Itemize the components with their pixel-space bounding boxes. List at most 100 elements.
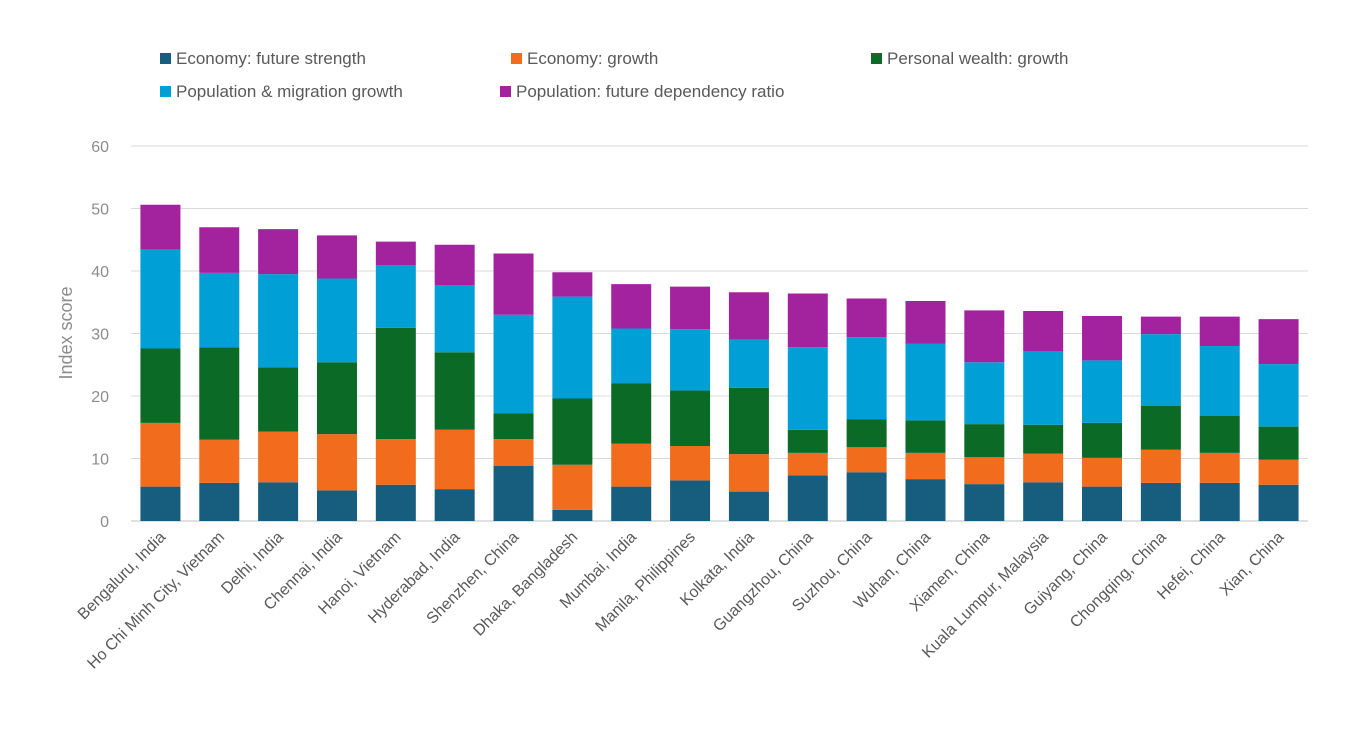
bar-segment <box>964 457 1005 485</box>
bar-stack <box>1258 319 1299 521</box>
bar-segment <box>199 482 240 521</box>
bar-segment <box>1082 422 1123 458</box>
bar-segment <box>1082 316 1123 361</box>
legend-swatch <box>160 86 171 97</box>
bar-segment <box>375 327 416 440</box>
bar-segment <box>728 292 769 340</box>
bar-segment <box>964 484 1005 521</box>
bar-segment <box>1199 346 1240 416</box>
bar-segment <box>846 419 887 448</box>
bar-segment <box>316 362 357 435</box>
bar-segment <box>434 489 475 521</box>
legend-swatch <box>871 53 882 64</box>
bar-stack <box>1023 311 1064 521</box>
bar-segment <box>493 253 534 315</box>
bar-segment <box>1140 406 1181 450</box>
bar-segment <box>552 509 593 521</box>
bar-segment <box>552 296 593 399</box>
y-tick-label: 50 <box>91 202 109 219</box>
bar-segment <box>434 285 475 353</box>
bar-segment <box>670 286 711 330</box>
bar-stack <box>611 284 652 521</box>
bar-segment <box>199 227 240 273</box>
bar-stack <box>1199 316 1240 521</box>
bar-segment <box>493 466 534 521</box>
bar-segment <box>964 424 1005 458</box>
bar-segment <box>434 429 475 490</box>
legend-row-2: Population & migration growth Population… <box>160 75 1260 108</box>
bar-stack <box>964 310 1005 521</box>
legend-item-population-migration-growth: Population & migration growth <box>160 82 500 102</box>
legend-swatch <box>500 86 511 97</box>
bar-segment <box>728 454 769 492</box>
bar-segment <box>375 265 416 328</box>
bar-stack <box>1140 316 1181 521</box>
legend-row-1: Economy: future strength Economy: growth… <box>160 42 1260 75</box>
bar-stack <box>375 241 416 521</box>
bar-segment <box>140 486 181 521</box>
bar-stack <box>140 204 181 521</box>
bar-segment <box>258 367 299 432</box>
bar-segment <box>787 347 828 430</box>
bar-segment <box>787 429 828 453</box>
bar-segment <box>611 486 652 521</box>
bars <box>140 204 1299 521</box>
bar-segment <box>1023 311 1064 351</box>
bar-segment <box>1258 426 1299 460</box>
bar-segment <box>905 452 946 480</box>
bar-segment <box>728 491 769 521</box>
chart-legend: Economy: future strength Economy: growth… <box>160 42 1260 108</box>
bar-segment <box>670 390 711 446</box>
bar-segment <box>316 434 357 491</box>
bar-segment <box>316 278 357 363</box>
bar-segment <box>258 431 299 483</box>
x-tick-label: Manila, Philippines <box>593 529 699 635</box>
bar-segment <box>1258 364 1299 427</box>
bar-segment <box>199 272 240 348</box>
y-tick-label: 10 <box>91 452 109 469</box>
bar-segment <box>905 343 946 421</box>
bar-segment <box>493 413 534 440</box>
legend-label: Personal wealth: growth <box>887 48 1069 68</box>
bar-segment <box>1140 334 1181 406</box>
bar-stack <box>670 286 711 521</box>
y-axis-label: Index score <box>56 286 76 379</box>
bar-segment <box>1258 319 1299 365</box>
bar-segment <box>316 490 357 521</box>
bar-segment <box>846 447 887 473</box>
legend-swatch <box>160 53 171 64</box>
bar-stack <box>846 298 887 521</box>
y-axis-ticks: 0 10 20 30 40 50 60 <box>91 139 109 531</box>
gridlines <box>131 145 1308 522</box>
bar-segment <box>552 464 593 510</box>
bar-segment <box>787 475 828 521</box>
bar-segment <box>140 348 181 423</box>
bar-segment <box>258 274 299 368</box>
bar-stack <box>258 229 299 521</box>
bar-stack <box>1082 316 1123 521</box>
bar-segment <box>434 244 475 286</box>
bar-segment <box>258 229 299 275</box>
y-tick-label: 60 <box>91 139 109 156</box>
bar-segment <box>905 420 946 453</box>
bar-segment <box>846 337 887 420</box>
x-tick-label: Guangzhou, China <box>710 529 816 635</box>
bar-segment <box>964 310 1005 363</box>
bar-segment <box>905 301 946 344</box>
y-tick-label: 30 <box>91 327 109 344</box>
x-tick-label: Xian, China <box>1217 529 1288 600</box>
bar-segment <box>846 298 887 338</box>
bar-segment <box>1140 316 1181 335</box>
y-tick-label: 20 <box>91 389 109 406</box>
bar-segment <box>846 472 887 521</box>
bar-segment <box>1140 482 1181 521</box>
legend-label: Economy: growth <box>527 48 659 68</box>
bar-segment <box>1023 482 1064 521</box>
bar-stack <box>199 227 240 521</box>
bar-segment <box>611 328 652 384</box>
bar-segment <box>552 398 593 465</box>
bar-segment <box>375 439 416 485</box>
bar-stack <box>905 301 946 521</box>
